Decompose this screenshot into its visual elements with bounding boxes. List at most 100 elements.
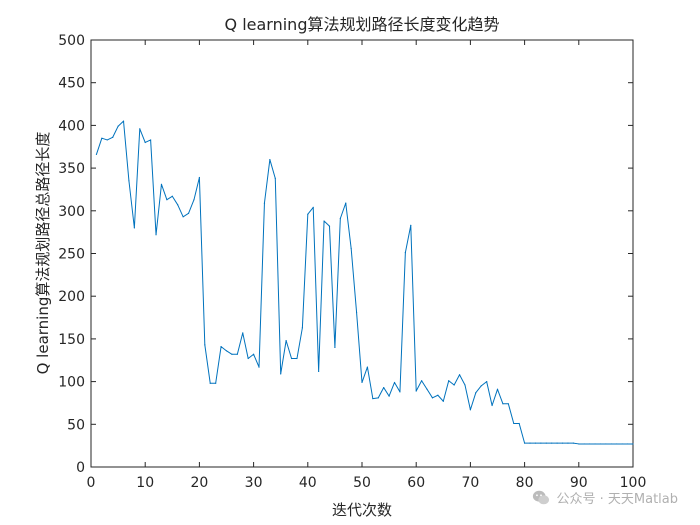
watermark: 公众号 · 天天Matlab xyxy=(532,488,678,507)
data-point xyxy=(524,442,526,444)
data-point xyxy=(399,391,401,393)
x-tick-label: 0 xyxy=(87,475,96,491)
data-point xyxy=(296,357,298,360)
data-point xyxy=(128,180,130,182)
data-point xyxy=(578,443,580,445)
data-point xyxy=(350,247,352,249)
x-tick-label: 40 xyxy=(299,475,317,491)
watermark-text: 公众号 · 天天Matlab xyxy=(556,492,678,507)
data-point xyxy=(507,403,509,405)
y-tick-label: 100 xyxy=(58,375,85,391)
data-point xyxy=(610,443,612,445)
data-point xyxy=(122,120,125,122)
data-point xyxy=(285,340,287,342)
data-point xyxy=(274,177,276,179)
data-point xyxy=(616,443,618,445)
data-point xyxy=(486,381,488,383)
y-tick-label: 0 xyxy=(76,460,85,476)
data-point xyxy=(556,442,558,444)
data-point xyxy=(410,224,412,226)
data-point xyxy=(599,443,602,445)
data-point xyxy=(534,442,537,444)
data-point xyxy=(253,353,255,355)
data-point xyxy=(166,199,168,201)
data-point xyxy=(182,216,184,218)
data-point xyxy=(193,199,195,201)
data-point xyxy=(621,443,623,445)
x-tick-label: 70 xyxy=(461,475,479,491)
data-point xyxy=(415,390,417,392)
wechat-icon xyxy=(533,490,550,504)
data-point xyxy=(263,202,266,204)
y-tick-label: 150 xyxy=(58,332,85,348)
data-point xyxy=(220,345,222,348)
data-point xyxy=(469,409,471,411)
data-point xyxy=(231,353,233,355)
data-point xyxy=(594,443,596,445)
data-point xyxy=(171,195,173,197)
data-point xyxy=(144,141,146,144)
data-point xyxy=(247,357,249,360)
data-point xyxy=(318,370,320,372)
data-point xyxy=(150,139,152,141)
chart-title: Q learning算法规划路径长度变化趋势 xyxy=(225,15,500,34)
data-point xyxy=(561,442,564,444)
data-point xyxy=(198,176,200,179)
data-point xyxy=(204,344,206,346)
data-point xyxy=(458,374,461,376)
data-point xyxy=(529,442,531,444)
x-tick-label: 80 xyxy=(516,475,534,491)
data-point xyxy=(301,327,303,329)
data-point xyxy=(426,388,428,390)
data-point xyxy=(155,234,157,236)
data-point xyxy=(215,382,217,384)
data-point xyxy=(496,388,499,390)
data-point xyxy=(242,332,244,334)
data-point xyxy=(106,139,108,141)
data-point xyxy=(133,227,135,229)
data-point xyxy=(567,442,569,444)
data-point xyxy=(345,202,347,204)
data-point xyxy=(112,136,114,138)
data-point xyxy=(431,397,434,399)
data-point xyxy=(307,213,309,215)
x-tick-label: 60 xyxy=(407,475,425,491)
data-point xyxy=(393,381,396,384)
data-point xyxy=(388,395,390,397)
data-point xyxy=(475,392,477,394)
data-point xyxy=(312,206,314,208)
x-tick-label: 90 xyxy=(570,475,588,491)
data-point xyxy=(334,346,336,349)
y-tick-label: 300 xyxy=(58,204,85,220)
data-point xyxy=(421,380,423,382)
data-point xyxy=(323,220,325,222)
axes xyxy=(90,39,634,468)
data-point xyxy=(626,443,629,445)
data-point xyxy=(464,384,466,386)
data-point xyxy=(117,125,119,127)
y-tick-label: 400 xyxy=(58,118,85,134)
x-tick-label: 100 xyxy=(620,475,647,491)
data-point xyxy=(632,443,634,445)
x-tick-label: 10 xyxy=(136,475,154,491)
data-point xyxy=(95,153,98,156)
data-point xyxy=(448,380,450,382)
data-point xyxy=(480,385,482,387)
data-point xyxy=(269,158,271,161)
x-tick-label: 50 xyxy=(353,475,371,491)
data-point xyxy=(160,183,163,185)
x-tick-label: 30 xyxy=(245,475,263,491)
y-tick-label: 450 xyxy=(58,76,85,92)
data-point xyxy=(290,357,293,360)
y-tick-label: 200 xyxy=(58,289,85,305)
x-axis-label: 迭代次数 xyxy=(332,501,392,519)
data-point xyxy=(589,443,591,445)
data-point xyxy=(339,217,341,220)
y-axis-ticks: 0 50 100 150 200 250 300 350 400 450 500 xyxy=(58,33,633,476)
data-point xyxy=(513,422,515,425)
data-point xyxy=(383,386,385,389)
x-tick-label: 20 xyxy=(190,475,208,491)
y-axis-label: Q learning算法规划路径总路径长度 xyxy=(34,132,52,375)
data-point xyxy=(361,381,363,384)
data-point xyxy=(404,252,406,254)
